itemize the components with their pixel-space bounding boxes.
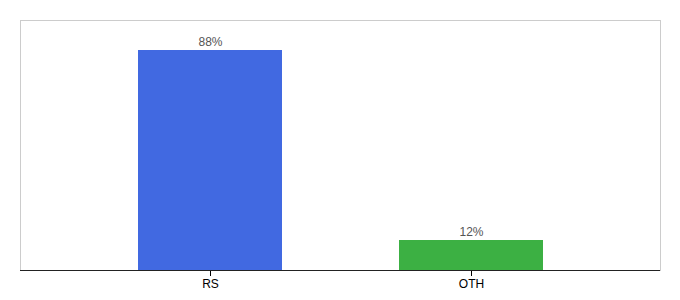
svg-text:12%: 12% xyxy=(459,225,483,239)
svg-text:RS: RS xyxy=(202,277,219,291)
svg-text:OTH: OTH xyxy=(459,277,484,291)
svg-text:88%: 88% xyxy=(198,35,222,49)
